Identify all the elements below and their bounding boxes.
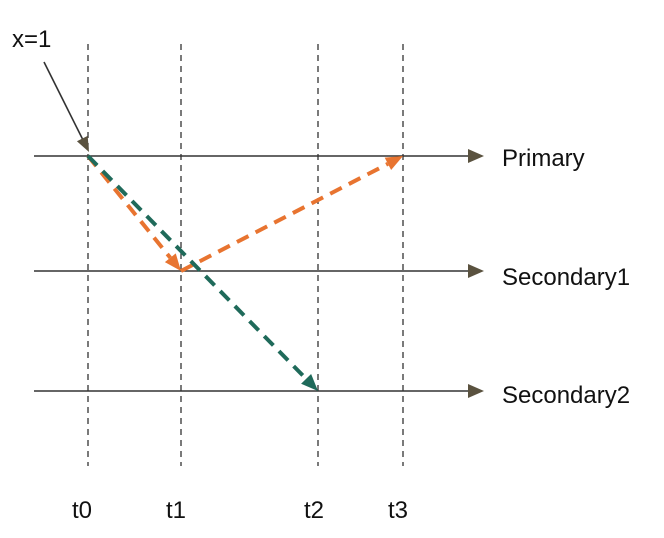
time-label-t2: t2 — [304, 497, 325, 524]
message-arrow-2 — [86, 154, 308, 381]
message-arrowhead-2 — [301, 373, 318, 391]
node-label-secondary2: Secondary2 — [502, 382, 631, 409]
message-arrowhead-1 — [384, 156, 403, 171]
message-arrow-0 — [86, 154, 172, 260]
timeline-arrowhead-primary — [468, 149, 484, 163]
annotation-pointer-head — [76, 135, 89, 152]
message-arrow-1 — [180, 162, 389, 273]
node-label-secondary1: Secondary1 — [502, 264, 631, 291]
time-label-t1: t1 — [166, 497, 187, 524]
timeline-arrowhead-secondary1 — [468, 264, 484, 278]
message-arrowhead-0 — [164, 253, 181, 271]
time-label-t0: t0 — [72, 497, 93, 524]
time-label-t3: t3 — [388, 497, 409, 524]
timeline-arrowhead-secondary2 — [468, 384, 484, 398]
node-label-primary: Primary — [502, 145, 585, 172]
annotation-label: x=1 — [12, 26, 52, 53]
annotation-pointer — [43, 61, 85, 143]
